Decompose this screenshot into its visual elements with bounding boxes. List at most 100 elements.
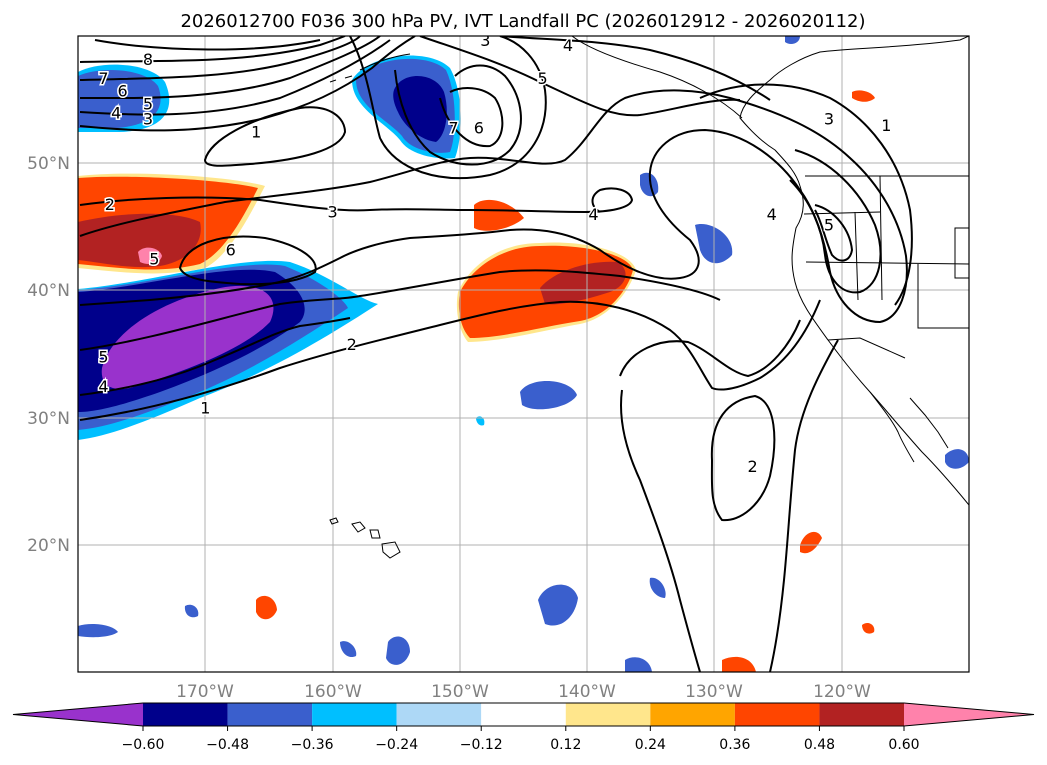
contour-label: 2 (347, 335, 357, 354)
contour-label: 7 (98, 69, 108, 88)
contour-label: 4 (563, 36, 573, 55)
contour-label: 4 (767, 205, 777, 224)
negative-anomaly-small-11 (945, 449, 969, 469)
lat-label-30n: 30°N (27, 409, 70, 429)
lat-label-50n: 50°N (27, 154, 70, 174)
contour-label: 1 (251, 122, 261, 141)
pv-contour-5-north (419, 36, 741, 117)
negative-anomaly-small-3 (520, 381, 577, 410)
pv-contour-1-west (203, 106, 347, 167)
pv-contour-4 (79, 39, 391, 116)
contour-label: 2 (748, 457, 758, 476)
colorbar-segment (481, 703, 566, 726)
pv-contour-3-mid (79, 187, 634, 214)
lon-label-120w: 120°W (813, 682, 871, 702)
north-america-coastline (739, 36, 969, 506)
positive-anomaly-central-strong (540, 261, 626, 305)
pv-contours (79, 36, 913, 672)
pv-contour-1-deep-south (619, 389, 701, 672)
colorbar-segment (565, 703, 651, 726)
pv-contour-1-western-tail (79, 317, 351, 396)
pv-contour-inner-north (394, 64, 522, 166)
longitude-labels: 170°W 160°W 150°W 140°W 130°W 120°W (176, 682, 871, 702)
aleutian-islands (329, 53, 411, 83)
lon-label-170w: 170°W (176, 682, 234, 702)
pv-contour-8 (94, 39, 321, 51)
contour-label: 1 (200, 398, 210, 417)
contour-label: 3 (143, 110, 153, 129)
pv-contour-2-south-loop (710, 394, 776, 522)
colorbar-tick-label: 0.24 (635, 737, 666, 753)
pv-contour-4-north (499, 36, 771, 101)
contour-label: 5 (149, 250, 159, 269)
contour-label: 6 (474, 119, 484, 138)
pv-contour-core-north (439, 87, 504, 148)
colorbar-extend-low (13, 703, 143, 726)
positive-anomaly-small-2 (800, 531, 822, 554)
colorbar-tick-label: −0.24 (375, 737, 418, 753)
contour-label: 1 (881, 116, 891, 135)
hawaiian-islands (329, 517, 401, 559)
pv-contour-1-coast (699, 83, 913, 306)
negative-anomaly-west-core (101, 285, 274, 390)
colorbar-tick-label: −0.48 (206, 737, 249, 753)
pv-contour-2-subtropical (619, 319, 801, 378)
contour-label: 7 (448, 119, 458, 138)
contour-label: 6 (118, 82, 128, 101)
colorbar-tick-label: 0.60 (888, 737, 919, 753)
pv-contour-6 (79, 36, 361, 81)
colorbar-segment (227, 703, 313, 726)
colorbar-segment (312, 703, 397, 726)
negative-anomaly-small-8 (184, 604, 199, 618)
pv-contour-5 (79, 36, 381, 100)
contour-label: 4 (111, 103, 121, 122)
lat-label-20n: 20°N (27, 536, 70, 556)
colorbar-segment (143, 703, 228, 726)
colorbar: −0.60 −0.48 −0.36 −0.24 −0.12 0.12 0.24 0.36 0.4… (12, 702, 1035, 753)
contour-label: 3 (824, 110, 834, 129)
contour-label: 8 (143, 50, 153, 69)
map-frame (77, 35, 970, 673)
chart-title: 2026012700 F036 300 hPa PV, IVT Landfall… (180, 11, 865, 32)
colorbar-tick-label: 0.12 (550, 737, 581, 753)
positive-anomaly-west-peak (138, 247, 162, 264)
contour-label: 6 (226, 241, 236, 260)
lon-label-150w: 150°W (431, 682, 489, 702)
negative-anomaly-small-7 (649, 577, 666, 598)
negative-anomaly-small-13 (476, 416, 485, 426)
positive-anomaly-small-5 (862, 622, 875, 634)
contour-label: 4 (98, 377, 108, 396)
positive-anomaly-small-4 (722, 656, 756, 672)
pv-contour-1-south (79, 299, 821, 421)
contour-label: 5 (98, 348, 108, 367)
pv-contour-trough-core (814, 204, 854, 262)
contour-label: 4 (588, 205, 598, 224)
contour-label: 5 (143, 94, 153, 113)
lon-label-130w: 130°W (685, 682, 743, 702)
negative-anomaly-small-10 (625, 657, 652, 672)
pv-contour-2-mid (79, 269, 721, 351)
graticule (78, 36, 969, 672)
lat-label-40n: 40°N (27, 281, 70, 301)
pv-contour-trough-inner (789, 149, 882, 294)
positive-anomaly-small-1 (256, 595, 277, 620)
colorbar-segment (396, 703, 482, 726)
colorbar-tick-label: −0.36 (291, 737, 334, 753)
contour-label: 5 (824, 215, 834, 234)
positive-anomaly-small-north (474, 199, 524, 231)
pv-contour-7 (79, 36, 346, 63)
colorbar-segment (819, 703, 904, 726)
negative-anomaly-small-6 (78, 624, 118, 638)
pv-contour-upper-north (349, 36, 547, 179)
us-state-borders (803, 175, 969, 359)
negative-anomaly-small-5 (386, 636, 410, 665)
colorbar-extend-high (904, 703, 1034, 726)
pv-contour-6-low (178, 235, 317, 286)
latitude-labels: 50°N 40°N 30°N 20°N (27, 154, 70, 556)
contour-label: 3 (328, 203, 338, 222)
negative-anomaly-north-core (393, 75, 447, 142)
colorbar-tick-label: −0.60 (122, 737, 165, 753)
